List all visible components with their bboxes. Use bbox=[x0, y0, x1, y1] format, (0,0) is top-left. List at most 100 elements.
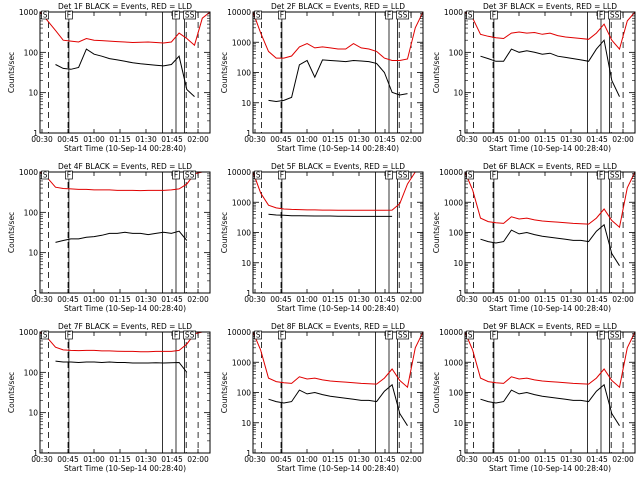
chart-panel-4: Det 4F BLACK = Events, RED = LLD Counts/s… bbox=[7, 162, 211, 313]
flag-label: F bbox=[67, 171, 71, 180]
y-axis-label: Counts/sec bbox=[7, 372, 16, 413]
flag-label: SS bbox=[185, 171, 195, 180]
flag-label: F bbox=[492, 171, 496, 180]
x-tick-label: 01:15 bbox=[109, 295, 131, 304]
flag-box bbox=[597, 10, 605, 20]
events-series-line bbox=[55, 230, 188, 243]
x-tick-label: 01:30 bbox=[135, 295, 157, 304]
lld-series-line bbox=[252, 11, 424, 61]
panel-title: Det 7F BLACK = Events, RED = LLD bbox=[58, 322, 192, 331]
flag-label: F bbox=[599, 331, 603, 340]
panel-title: Det 6F BLACK = Events, RED = LLD bbox=[483, 162, 617, 171]
x-tick-label: 01:00 bbox=[296, 295, 318, 304]
y-tick-label: 10 bbox=[28, 409, 38, 418]
flag-box bbox=[597, 330, 605, 340]
flag-box bbox=[41, 10, 49, 20]
y-tick-label: 100 bbox=[237, 69, 252, 78]
panel-title: Det 4F BLACK = Events, RED = LLD bbox=[58, 162, 192, 171]
x-tick-label: 00:45 bbox=[482, 455, 504, 464]
flag-label: F bbox=[387, 11, 391, 20]
x-tick-label: 01:45 bbox=[586, 455, 608, 464]
y-tick-label: 1000 bbox=[232, 38, 251, 47]
events-series-line bbox=[268, 383, 408, 426]
x-tick-label: 01:30 bbox=[560, 455, 582, 464]
y-tick-label: 10 bbox=[453, 259, 463, 268]
x-axis-label: Start Time (10-Sep-14 00:28:40) bbox=[277, 304, 399, 313]
y-tick-label: 1000 bbox=[444, 8, 463, 17]
flag-box bbox=[466, 170, 474, 180]
flag-label: SS bbox=[185, 331, 195, 340]
y-tick-label: 100 bbox=[24, 48, 39, 57]
y-axis-label: Counts/sec bbox=[220, 52, 229, 93]
panel-title: Det 3F BLACK = Events, RED = LLD bbox=[483, 2, 617, 11]
x-tick-label: 01:30 bbox=[348, 295, 370, 304]
events-series-line bbox=[55, 360, 188, 373]
x-tick-label: 01:00 bbox=[508, 135, 530, 144]
x-tick-label: 02:00 bbox=[187, 295, 209, 304]
flag-box bbox=[278, 170, 286, 180]
x-tick-label: 01:00 bbox=[83, 135, 105, 144]
chart-panel-8: Det 8F BLACK = Events, RED = LLD Counts/s… bbox=[220, 322, 424, 473]
chart-panel-2: Det 2F BLACK = Events, RED = LLD Counts/s… bbox=[220, 2, 424, 153]
flag-label: S bbox=[43, 11, 48, 20]
x-tick-label: 01:45 bbox=[161, 295, 183, 304]
x-tick-label: 00:30 bbox=[31, 295, 53, 304]
flag-box bbox=[466, 10, 474, 20]
x-tick-label: 01:45 bbox=[161, 455, 183, 464]
y-tick-label: 10 bbox=[28, 249, 38, 258]
y-tick-label: 10 bbox=[241, 419, 251, 428]
x-tick-label: 01:30 bbox=[135, 135, 157, 144]
y-axis-label: Counts/sec bbox=[220, 372, 229, 413]
chart-panel-6: Det 6F BLACK = Events, RED = LLD Counts/s… bbox=[432, 162, 636, 313]
x-tick-label: 02:00 bbox=[400, 455, 422, 464]
flag-label: F bbox=[174, 11, 178, 20]
x-tick-label: 00:45 bbox=[57, 455, 79, 464]
flag-label: SS bbox=[610, 331, 620, 340]
flag-box bbox=[396, 170, 409, 180]
lld-series-line bbox=[464, 331, 636, 389]
flag-label: S bbox=[468, 331, 473, 340]
x-tick-label: 01:30 bbox=[560, 295, 582, 304]
flag-label: S bbox=[468, 171, 473, 180]
flag-box bbox=[254, 330, 262, 340]
flag-label: SS bbox=[398, 11, 408, 20]
flag-label: SS bbox=[610, 11, 620, 20]
flag-box bbox=[608, 170, 621, 180]
flag-box bbox=[490, 10, 498, 20]
flag-label: SS bbox=[398, 171, 408, 180]
flag-box bbox=[490, 330, 498, 340]
x-axis-label: Start Time (10-Sep-14 00:28:40) bbox=[277, 464, 399, 473]
y-tick-label: 10000 bbox=[439, 328, 463, 337]
x-tick-label: 00:30 bbox=[244, 455, 266, 464]
y-tick-label: 1 bbox=[246, 449, 251, 458]
flag-label: SS bbox=[610, 171, 620, 180]
flag-label: SS bbox=[398, 331, 408, 340]
x-tick-label: 01:30 bbox=[348, 455, 370, 464]
plot-frame bbox=[464, 11, 636, 134]
panel-title: Det 8F BLACK = Events, RED = LLD bbox=[271, 322, 405, 331]
x-tick-label: 01:00 bbox=[508, 295, 530, 304]
x-tick-label: 02:00 bbox=[400, 135, 422, 144]
y-tick-label: 10000 bbox=[227, 328, 251, 337]
y-tick-label: 1000 bbox=[19, 328, 38, 337]
y-axis-label: Counts/sec bbox=[7, 52, 16, 93]
flag-box bbox=[254, 10, 262, 20]
flag-box bbox=[183, 10, 196, 20]
events-series-line bbox=[480, 383, 620, 426]
x-tick-label: 00:30 bbox=[244, 295, 266, 304]
flag-box bbox=[172, 170, 180, 180]
lld-series-line bbox=[39, 171, 210, 192]
flag-box bbox=[396, 10, 409, 20]
y-tick-label: 1 bbox=[246, 129, 251, 138]
x-tick-label: 01:45 bbox=[586, 295, 608, 304]
x-tick-label: 01:00 bbox=[508, 455, 530, 464]
flag-box bbox=[41, 170, 49, 180]
y-tick-label: 1 bbox=[33, 289, 38, 298]
y-tick-label: 1 bbox=[458, 289, 463, 298]
x-axis-label: Start Time (10-Sep-14 00:28:40) bbox=[64, 144, 186, 153]
x-tick-label: 00:45 bbox=[57, 295, 79, 304]
flag-box bbox=[608, 330, 621, 340]
flag-box bbox=[466, 330, 474, 340]
flag-box bbox=[183, 330, 196, 340]
